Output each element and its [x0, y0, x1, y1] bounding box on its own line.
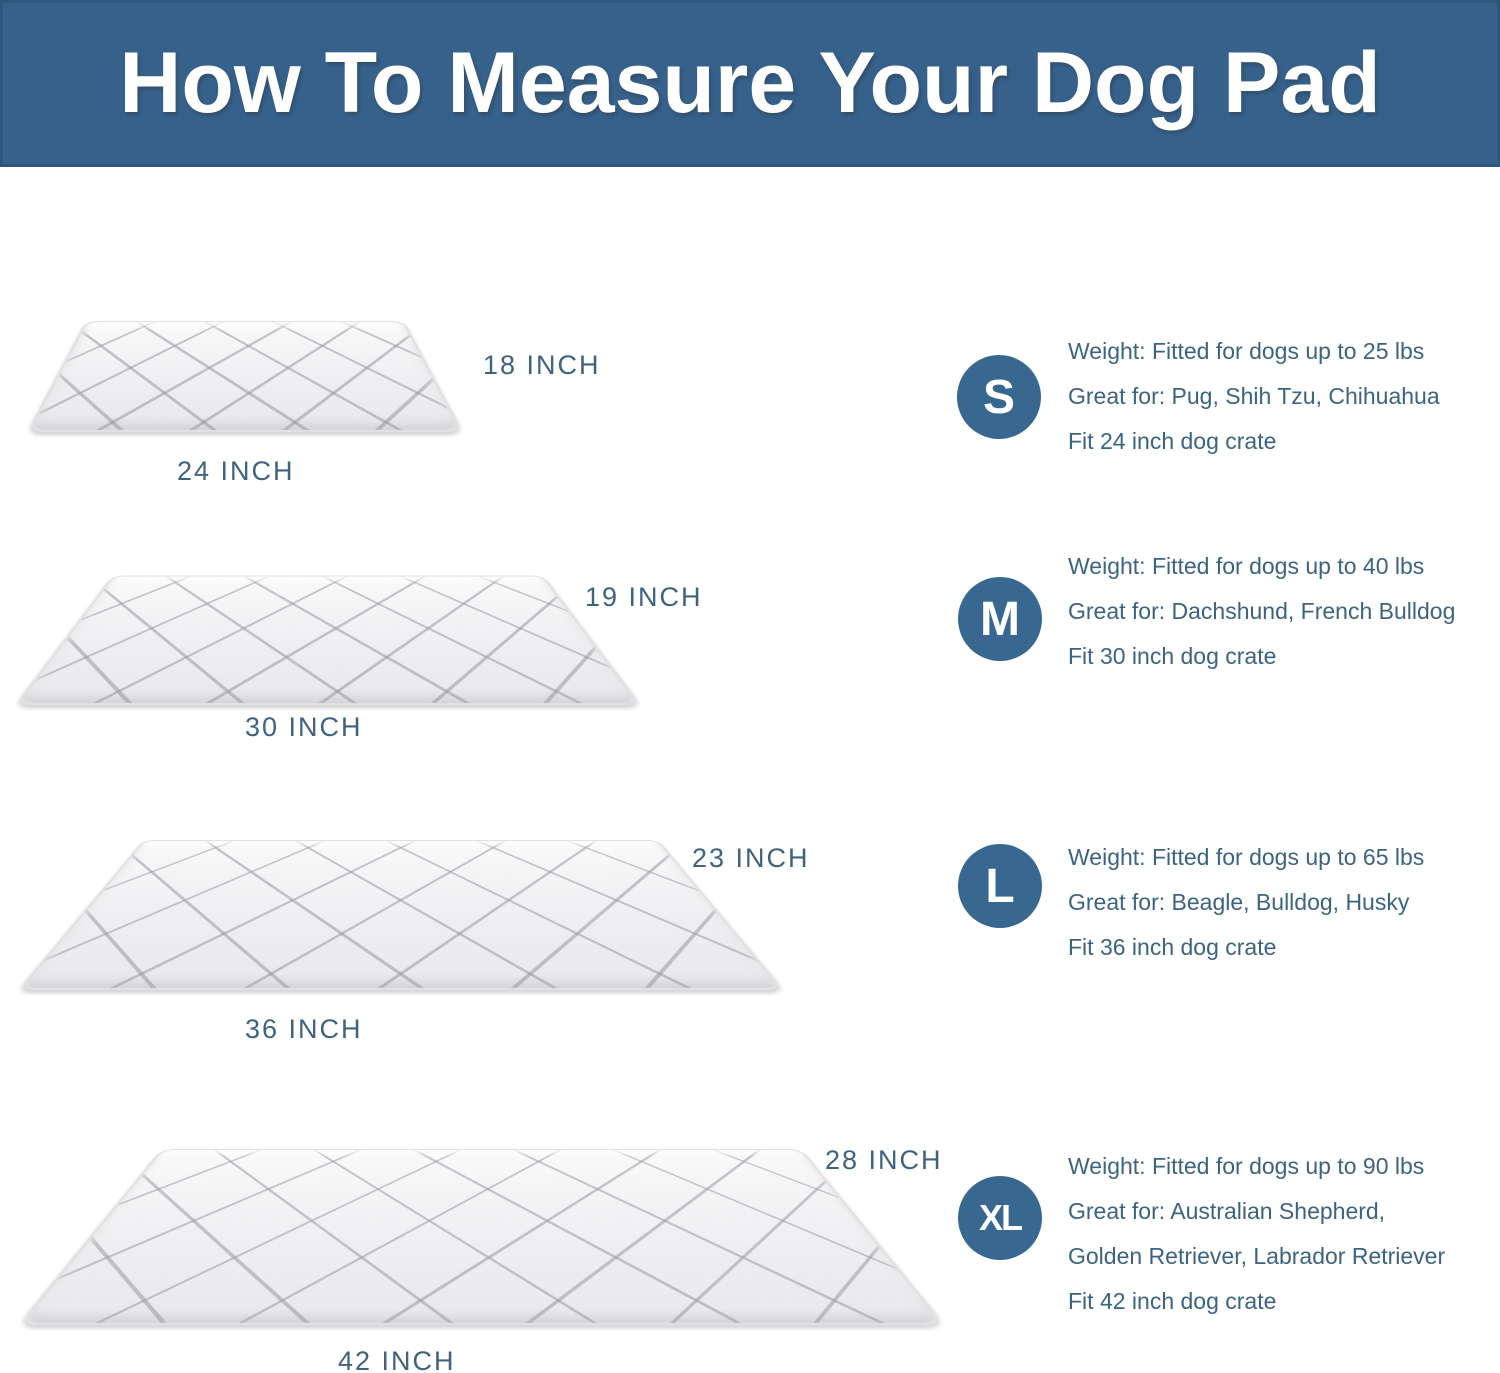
size-l-crate: Fit 36 inch dog crate [1068, 934, 1277, 960]
size-m-breeds: Great for: Dachshund, French Bulldog [1068, 598, 1456, 624]
size-xl-breeds-1: Great for: Australian Shepherd, [1068, 1198, 1386, 1224]
size-xl-weight: Weight: Fitted for dogs up to 90 lbs [1068, 1153, 1425, 1179]
pad-xlarge-depth-label: 28 INCH [825, 1145, 943, 1175]
size-badge-m: M [958, 577, 1042, 661]
page-title: How To Measure Your Dog Pad [119, 35, 1381, 131]
pad-small-width-label: 24 INCH [177, 456, 295, 486]
dog-pad-large [18, 788, 784, 990]
size-xl-breeds-2: Golden Retriever, Labrador Retriever [1068, 1243, 1446, 1269]
size-l-breeds: Great for: Beagle, Bulldog, Husky [1068, 889, 1410, 915]
size-m-crate: Fit 30 inch dog crate [1068, 643, 1277, 669]
size-xl-description: Weight: Fitted for dogs up to 90 lbs Gre… [1068, 1144, 1445, 1324]
pad-large-width-label: 36 INCH [245, 1014, 363, 1044]
pad-large-depth-label: 23 INCH [692, 843, 810, 873]
size-m-description: Weight: Fitted for dogs up to 40 lbs Gre… [1068, 544, 1455, 679]
size-xl-crate: Fit 42 inch dog crate [1068, 1288, 1277, 1314]
size-l-description: Weight: Fitted for dogs up to 65 lbs Gre… [1068, 835, 1424, 970]
dog-pad-medium-quilt [15, 575, 641, 705]
size-s-crate: Fit 24 inch dog crate [1068, 428, 1277, 454]
dog-pad-medium [15, 534, 641, 705]
pad-medium-depth-label: 19 INCH [585, 582, 703, 612]
size-s-description: Weight: Fitted for dogs up to 25 lbs Gre… [1068, 329, 1440, 464]
dog-pad-small [27, 292, 463, 432]
dog-pad-xlarge [18, 1093, 945, 1325]
pad-xlarge-width-label: 42 INCH [338, 1346, 456, 1373]
size-s-breeds: Great for: Pug, Shih Tzu, Chihuahua [1068, 383, 1440, 409]
header-banner: How To Measure Your Dog Pad [0, 0, 1500, 167]
dog-pad-small-quilt [27, 321, 463, 432]
pad-medium-width-label: 30 INCH [245, 712, 363, 742]
dog-pad-large-quilt [18, 839, 784, 990]
pad-small-depth-label: 18 INCH [483, 350, 601, 380]
size-l-weight: Weight: Fitted for dogs up to 65 lbs [1068, 844, 1425, 870]
size-badge-l: L [958, 844, 1042, 928]
size-badge-xl: XL [958, 1176, 1042, 1260]
size-s-weight: Weight: Fitted for dogs up to 25 lbs [1068, 338, 1425, 364]
size-badge-s: S [957, 355, 1041, 439]
dog-pad-xlarge-quilt [18, 1148, 945, 1325]
size-m-weight: Weight: Fitted for dogs up to 40 lbs [1068, 553, 1425, 579]
